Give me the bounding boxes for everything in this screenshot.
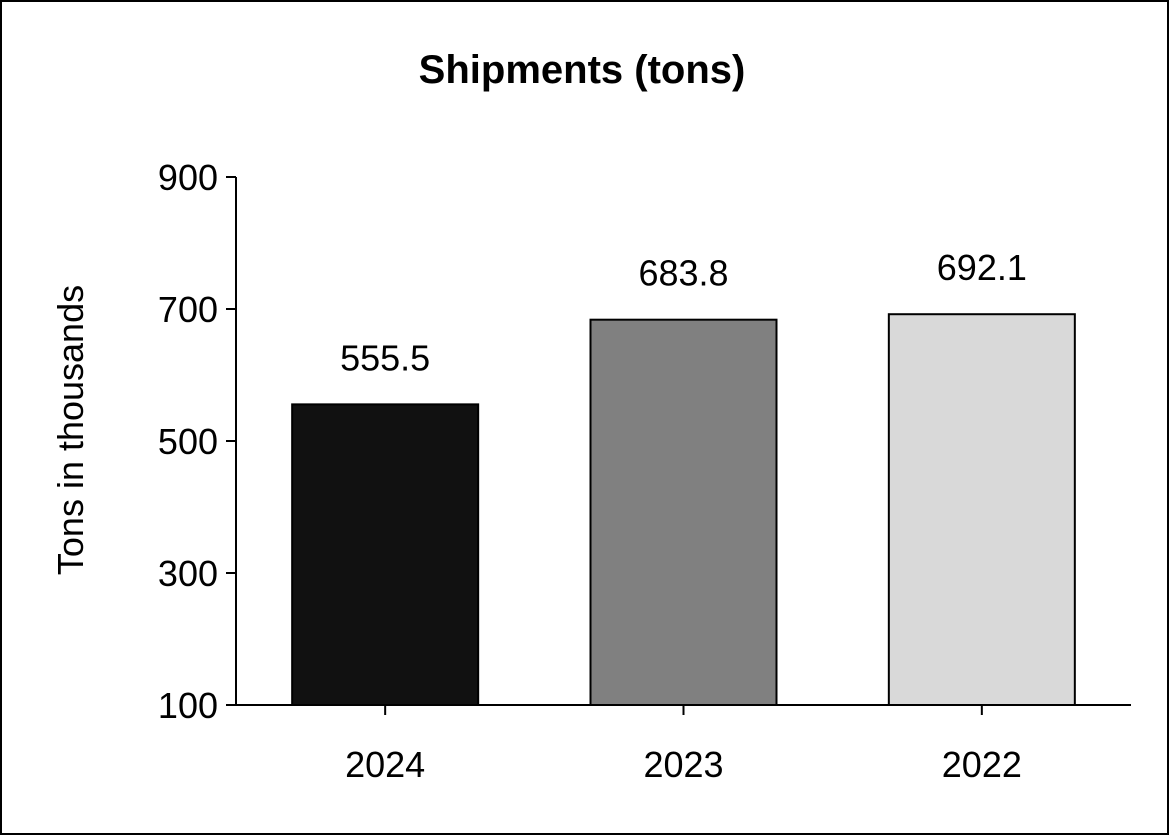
x-axis: 2024 2023 2022 — [236, 704, 1131, 785]
bar-2022 — [887, 313, 1076, 706]
data-label-2024: 555.5 — [340, 337, 430, 378]
x-tick-label: 2022 — [942, 744, 1022, 785]
y-tick-label: 100 — [158, 685, 218, 726]
bars — [291, 313, 1076, 706]
data-label-2023: 683.8 — [638, 253, 728, 294]
y-axis: 100 300 500 700 900 — [158, 157, 237, 726]
x-tick-label: 2023 — [643, 744, 723, 785]
data-label-2022: 692.1 — [937, 247, 1027, 288]
data-labels: 555.5 683.8 692.1 — [340, 247, 1027, 378]
y-tick-label: 700 — [158, 289, 218, 330]
y-tick-label: 500 — [158, 421, 218, 462]
chart-title: Shipments (tons) — [419, 48, 746, 92]
y-tick-label: 300 — [158, 553, 218, 594]
y-axis-title: Tons in thousands — [50, 285, 91, 575]
bar-2024 — [291, 403, 480, 706]
bar-2023 — [589, 318, 778, 706]
x-tick-label: 2024 — [345, 744, 425, 785]
y-tick-label: 900 — [158, 157, 218, 198]
